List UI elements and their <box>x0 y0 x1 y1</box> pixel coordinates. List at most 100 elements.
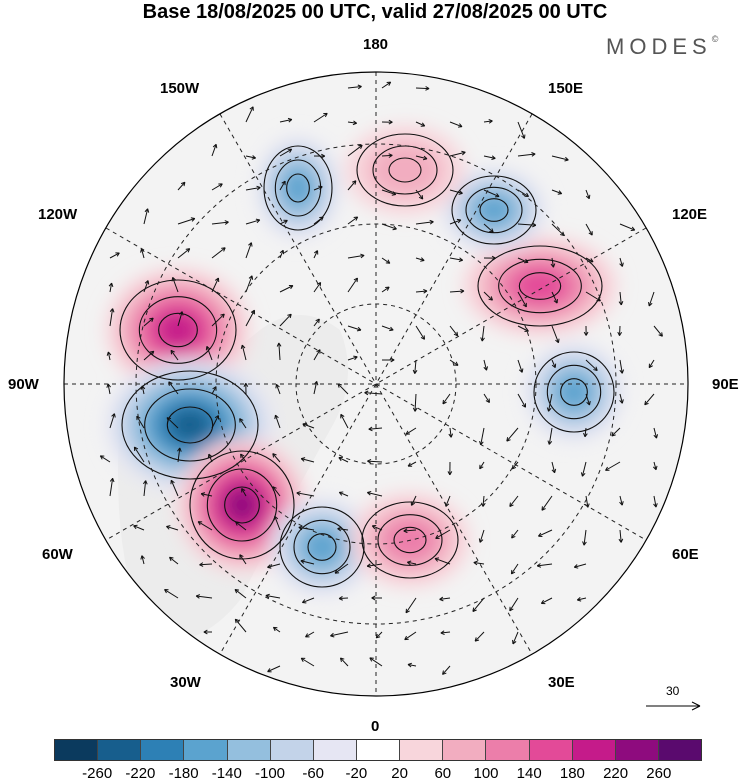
wind-arrow <box>171 277 179 293</box>
wind-arrow <box>313 153 326 159</box>
wind-arrow <box>442 393 451 405</box>
wind-arrow <box>478 529 485 543</box>
wind-arrow <box>517 291 527 308</box>
colorbar-bin <box>313 740 357 760</box>
streamline-contour <box>533 351 615 433</box>
wind-arrow <box>207 453 213 463</box>
wind-arrow <box>274 414 281 429</box>
wind-arrow <box>653 495 658 508</box>
wind-arrow <box>580 461 587 477</box>
wind-arrow <box>449 218 462 225</box>
wind-arrow <box>140 385 146 395</box>
wind-arrow <box>298 525 315 531</box>
wind-arrow <box>170 349 179 361</box>
wind-arrow <box>483 359 489 371</box>
streamline-contour <box>388 157 422 183</box>
wind-arrow <box>143 350 155 361</box>
wind-arrow <box>412 393 418 412</box>
wind-arrow <box>381 153 393 158</box>
streamline-contour <box>263 145 333 231</box>
wind-arrow <box>381 286 390 293</box>
wind-arrow <box>211 143 218 157</box>
wind-arrow <box>330 631 349 638</box>
wind-arrow <box>653 427 659 439</box>
wind-arrow <box>517 257 529 264</box>
wind-arrow <box>106 351 112 361</box>
wind-arrow <box>239 418 247 429</box>
wind-arrow <box>617 325 623 336</box>
wind-arrow <box>177 248 191 259</box>
colorbar-tick-label: 180 <box>559 765 585 782</box>
wind-arrow <box>109 477 115 497</box>
wind-arrow <box>241 488 247 497</box>
wind-arrow <box>300 559 315 565</box>
wind-arrow <box>538 529 553 538</box>
wind-arrow <box>585 291 601 302</box>
colorbar-bin <box>443 740 487 760</box>
anomaly-level <box>556 374 592 410</box>
wind-arrow <box>199 562 213 567</box>
wind-arrow <box>550 257 556 268</box>
wind-arrow <box>279 249 285 259</box>
wind-arrow <box>300 457 315 463</box>
wind-arrow <box>449 189 463 195</box>
colorbar-bin <box>400 740 444 760</box>
lon-label-30w: 30W <box>170 674 201 691</box>
wind-arrow <box>449 359 459 366</box>
wind-arrow <box>576 597 587 602</box>
wind-arrow <box>272 626 281 633</box>
wind-arrow <box>177 447 182 463</box>
wind-arrow <box>106 383 112 395</box>
colorbar-bin <box>529 740 573 760</box>
wind-arrow <box>381 189 397 196</box>
streamline-contour <box>451 175 537 245</box>
wind-arrow <box>338 595 349 601</box>
wind-arrow <box>275 383 281 395</box>
wind-arrow <box>313 282 322 293</box>
wind-arrow <box>412 359 418 374</box>
wind-arrow <box>407 461 417 467</box>
streamline-contour <box>377 514 443 566</box>
streamline-contour <box>356 133 454 207</box>
wind-arrow <box>434 557 451 565</box>
wind-arrow <box>381 325 394 332</box>
wind-arrow <box>109 308 115 327</box>
reference-vector-label: 30 <box>666 684 680 698</box>
wind-arrow <box>442 665 451 675</box>
wind-arrow <box>405 597 417 614</box>
streamline-contour <box>158 312 198 348</box>
wind-arrow <box>279 219 288 225</box>
wind-arrow <box>245 185 261 191</box>
wind-arrow <box>517 121 526 139</box>
wind-arrow <box>407 662 417 668</box>
wind-arrow <box>109 252 120 259</box>
colorbar-tick-label: -140 <box>211 765 242 782</box>
wind-arrow <box>300 657 315 667</box>
modes-logo: MODES© <box>606 34 718 60</box>
wind-arrow <box>517 152 536 157</box>
wind-arrow <box>338 456 349 463</box>
wind-arrow <box>541 495 553 511</box>
wind-arrow <box>483 118 493 124</box>
wind-arrow <box>619 223 636 231</box>
wind-arrow <box>448 427 454 438</box>
wind-arrow <box>234 618 247 633</box>
lon-label-90w: 90W <box>8 376 39 393</box>
wind-arrow <box>366 563 383 569</box>
wind-arrow <box>368 426 383 432</box>
wind-arrow <box>211 415 220 429</box>
wind-arrow <box>585 189 591 200</box>
wind-arrow <box>619 495 624 506</box>
lon-label-0: 0 <box>371 718 380 735</box>
wind-arrow <box>415 155 428 161</box>
streamline-contour <box>293 519 351 575</box>
wind-arrow <box>347 120 357 126</box>
wind-arrow <box>364 390 383 396</box>
lon-label-150e: 150E <box>548 80 584 97</box>
wind-arrow <box>143 208 150 225</box>
wind-arrow <box>195 594 213 599</box>
colorbar-tick-label: 60 <box>434 765 452 782</box>
wind-arrow <box>585 223 593 236</box>
colorbar-bin <box>486 740 530 760</box>
wind-arrow <box>381 119 393 125</box>
